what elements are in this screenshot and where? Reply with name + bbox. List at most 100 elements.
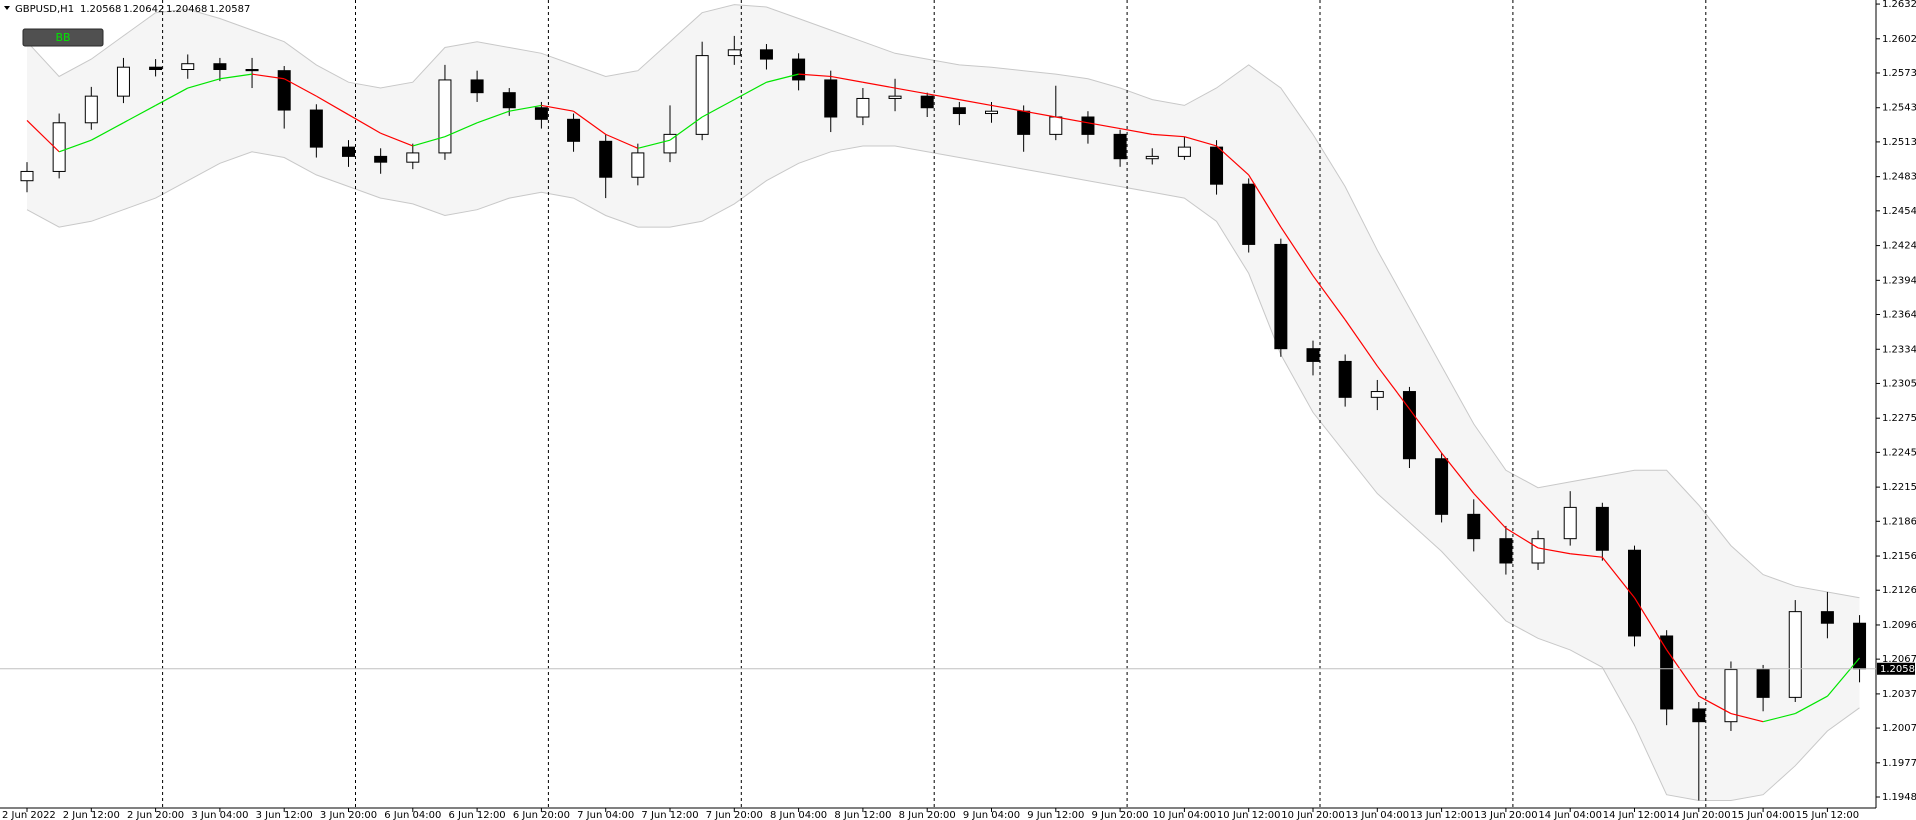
current-price-label: 1.20587: [1880, 664, 1916, 675]
candle-body: [1660, 635, 1674, 710]
candle-body: [20, 170, 34, 182]
candle-body: [824, 79, 838, 118]
candle-body: [759, 49, 773, 60]
candle-body: [695, 55, 709, 135]
candle-body: [663, 133, 677, 154]
day-separators: [162, 0, 1707, 808]
ma-segment: [1505, 527, 1539, 549]
candle-body: [1724, 669, 1738, 723]
ma-segment: [1794, 695, 1828, 715]
y-tick-label: 1.25730: [1882, 68, 1916, 79]
candle-body: [1370, 391, 1384, 398]
x-tick-label: 3 Jun 04:00: [191, 810, 248, 820]
y-tick-label: 1.26325: [1882, 0, 1916, 10]
y-tick-label: 1.22750: [1882, 413, 1916, 424]
candle-body: [149, 66, 163, 71]
y-tick-label: 1.23940: [1882, 275, 1916, 286]
y-tick-label: 1.24540: [1882, 206, 1916, 217]
ma-segment: [283, 78, 317, 97]
ma-segment: [444, 122, 478, 138]
candle-body: [116, 66, 130, 97]
ma-segment: [798, 73, 831, 78]
y-tick-label: 1.22455: [1882, 447, 1916, 458]
x-tick-label: 6 Jun 20:00: [513, 810, 570, 820]
candle-body: [181, 63, 195, 71]
candle-body: [374, 155, 388, 163]
ma-segment: [734, 81, 767, 101]
ma-segment: [1570, 553, 1603, 558]
ma-segment: [58, 139, 92, 153]
candle-body: [470, 79, 484, 94]
candle-body: [1113, 133, 1127, 160]
candle-body: [52, 122, 66, 172]
x-tick-label: 9 Jun 12:00: [1027, 810, 1084, 820]
ohlc-open: 1.20568: [80, 4, 121, 15]
ma-segment: [1601, 556, 1635, 599]
candle-body: [727, 49, 741, 57]
ma-segment: [1152, 133, 1185, 138]
ma-segment: [1344, 319, 1378, 367]
candle-body: [952, 107, 966, 115]
ma-segment: [637, 139, 671, 149]
ma-segment: [1184, 136, 1217, 147]
candle-body: [342, 146, 355, 157]
y-tick-label: 1.21560: [1882, 551, 1916, 562]
candle-body: [1306, 348, 1320, 362]
candle-body: [1499, 538, 1513, 564]
ma-segment: [412, 136, 446, 147]
ma-segment: [927, 93, 960, 101]
candle-body: [1756, 669, 1770, 698]
x-tick-label: 13 Jun 20:00: [1474, 810, 1538, 820]
y-tick-label: 1.23645: [1882, 310, 1916, 321]
candle-body: [1692, 708, 1706, 723]
candle-body: [406, 152, 420, 163]
x-tick-label: 15 Jun 12:00: [1796, 810, 1860, 820]
dropdown-arrow[interactable]: [4, 6, 10, 10]
bb-button[interactable]: [22, 28, 104, 47]
x-tick-label: 6 Jun 04:00: [384, 810, 441, 820]
candle-body: [599, 140, 613, 178]
ma-segment: [669, 116, 703, 141]
candle-body: [84, 95, 98, 124]
ma-segment: [509, 104, 542, 112]
ma-segment: [1441, 452, 1475, 494]
candle-body: [438, 79, 452, 154]
candle-body: [1853, 622, 1867, 670]
x-tick-label: 10 Jun 20:00: [1281, 810, 1345, 820]
candle-body: [1210, 146, 1224, 185]
candle-body: [1531, 538, 1545, 564]
x-tick-label: 14 Jun 20:00: [1667, 810, 1731, 820]
y-tick-label: 1.23050: [1882, 378, 1916, 389]
x-tick-label: 10 Jun 12:00: [1217, 810, 1281, 820]
candle-body: [856, 97, 870, 118]
y-tick-label: 1.19480: [1882, 792, 1916, 803]
ma-segment: [380, 132, 414, 147]
ohlc-close: 1.20587: [209, 4, 250, 15]
ma-segment: [1119, 127, 1153, 135]
ma-segment: [123, 104, 156, 124]
ma-segment: [1666, 649, 1700, 697]
ma-segment: [605, 133, 639, 149]
candle-body: [985, 110, 998, 115]
candle-body: [920, 95, 934, 109]
candle-body: [309, 109, 323, 148]
ma-segment: [219, 73, 253, 80]
bb-button-label[interactable]: BB: [55, 31, 70, 44]
ma-segment: [26, 120, 60, 153]
ma-segment: [1633, 597, 1668, 651]
ma-segment: [1023, 110, 1056, 118]
candle-body: [213, 63, 227, 71]
candle-body: [1788, 611, 1802, 698]
band-fill: [27, 4, 1860, 801]
y-tick-label: 1.26025: [1882, 34, 1916, 45]
x-tick-label: 14 Jun 12:00: [1603, 810, 1667, 820]
candle-body: [502, 92, 516, 109]
y-tick-label: 1.25430: [1882, 103, 1916, 114]
x-tick-label: 8 Jun 20:00: [899, 810, 956, 820]
ma-segment: [894, 87, 928, 95]
x-tick-label: 2 Jun 12:00: [63, 810, 120, 820]
candle-body: [1628, 549, 1641, 637]
